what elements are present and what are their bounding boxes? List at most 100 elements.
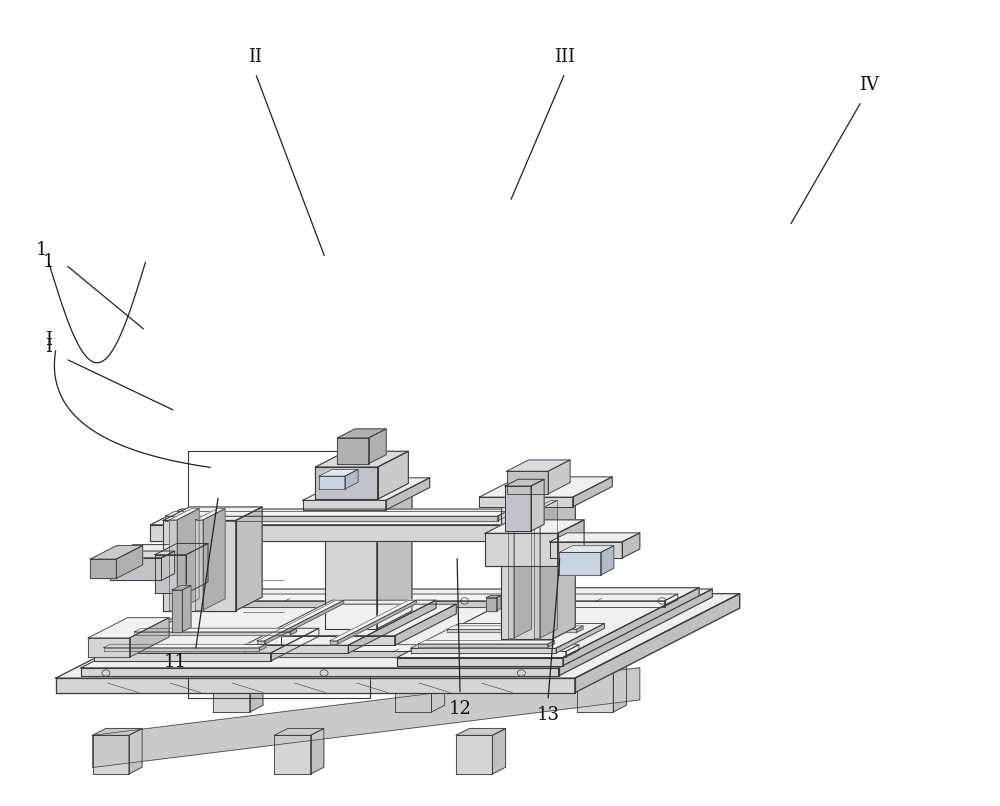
Polygon shape (177, 509, 199, 610)
Polygon shape (110, 558, 161, 580)
Polygon shape (456, 735, 492, 774)
Polygon shape (134, 632, 290, 635)
Polygon shape (540, 501, 557, 638)
Polygon shape (203, 509, 225, 610)
Polygon shape (150, 525, 514, 541)
Polygon shape (172, 585, 191, 590)
Polygon shape (271, 629, 319, 661)
Polygon shape (81, 589, 712, 668)
Polygon shape (155, 543, 208, 555)
Polygon shape (56, 594, 740, 678)
Polygon shape (479, 497, 573, 507)
Polygon shape (397, 658, 563, 666)
Polygon shape (130, 617, 169, 657)
Polygon shape (566, 645, 579, 657)
Polygon shape (88, 638, 130, 657)
Polygon shape (447, 629, 576, 633)
Polygon shape (303, 501, 386, 510)
Polygon shape (195, 520, 203, 610)
Polygon shape (508, 509, 514, 638)
Polygon shape (161, 551, 175, 580)
Polygon shape (330, 641, 337, 644)
Polygon shape (337, 600, 417, 644)
Polygon shape (134, 629, 297, 632)
Polygon shape (563, 588, 699, 666)
Polygon shape (319, 476, 345, 489)
Polygon shape (485, 520, 584, 534)
Polygon shape (250, 667, 263, 712)
Polygon shape (186, 543, 208, 593)
Text: 11: 11 (164, 653, 187, 671)
Polygon shape (486, 596, 501, 598)
Polygon shape (163, 521, 236, 611)
Polygon shape (378, 451, 408, 499)
Polygon shape (507, 460, 570, 472)
Polygon shape (93, 735, 129, 774)
Polygon shape (93, 729, 142, 735)
Polygon shape (501, 492, 575, 504)
Polygon shape (505, 480, 544, 486)
Polygon shape (165, 516, 498, 521)
Polygon shape (550, 542, 622, 558)
Polygon shape (377, 488, 412, 629)
Polygon shape (498, 512, 506, 521)
Polygon shape (116, 546, 143, 579)
Polygon shape (559, 546, 614, 552)
Polygon shape (558, 520, 584, 566)
Polygon shape (116, 554, 188, 567)
Polygon shape (213, 673, 250, 712)
Polygon shape (348, 600, 436, 653)
Polygon shape (508, 501, 531, 509)
Polygon shape (172, 590, 182, 632)
Polygon shape (303, 478, 430, 501)
Polygon shape (116, 545, 206, 554)
Polygon shape (169, 509, 199, 520)
Polygon shape (575, 594, 740, 692)
Polygon shape (104, 647, 259, 650)
Polygon shape (90, 546, 143, 559)
Polygon shape (553, 492, 575, 638)
Polygon shape (265, 600, 344, 644)
Polygon shape (165, 512, 506, 516)
Polygon shape (93, 667, 640, 767)
Polygon shape (81, 668, 559, 676)
Text: II: II (248, 48, 262, 66)
Polygon shape (665, 594, 678, 607)
Polygon shape (548, 641, 555, 647)
Polygon shape (195, 509, 225, 520)
Polygon shape (418, 641, 555, 644)
Polygon shape (397, 588, 699, 658)
Polygon shape (507, 472, 548, 494)
Polygon shape (104, 644, 266, 647)
Polygon shape (325, 488, 412, 507)
Polygon shape (163, 507, 262, 521)
Polygon shape (395, 673, 431, 712)
Polygon shape (311, 729, 324, 774)
Polygon shape (559, 589, 712, 676)
Polygon shape (169, 520, 177, 610)
Polygon shape (129, 729, 142, 774)
Polygon shape (613, 667, 626, 712)
Text: 13: 13 (536, 706, 559, 724)
Polygon shape (395, 667, 445, 673)
Polygon shape (622, 533, 640, 558)
Polygon shape (330, 600, 417, 641)
Polygon shape (345, 469, 358, 489)
Polygon shape (559, 552, 601, 575)
Polygon shape (418, 644, 548, 647)
Text: 1: 1 (36, 241, 47, 259)
Polygon shape (369, 429, 386, 463)
Text: 12: 12 (449, 700, 471, 718)
Polygon shape (325, 507, 377, 629)
Polygon shape (98, 651, 566, 657)
Polygon shape (548, 460, 570, 494)
Polygon shape (486, 598, 497, 611)
Polygon shape (259, 644, 266, 650)
Polygon shape (485, 534, 558, 566)
Polygon shape (497, 596, 501, 611)
Polygon shape (479, 477, 612, 497)
Polygon shape (98, 645, 579, 651)
Polygon shape (290, 629, 297, 635)
Polygon shape (337, 438, 369, 463)
Polygon shape (456, 729, 506, 735)
